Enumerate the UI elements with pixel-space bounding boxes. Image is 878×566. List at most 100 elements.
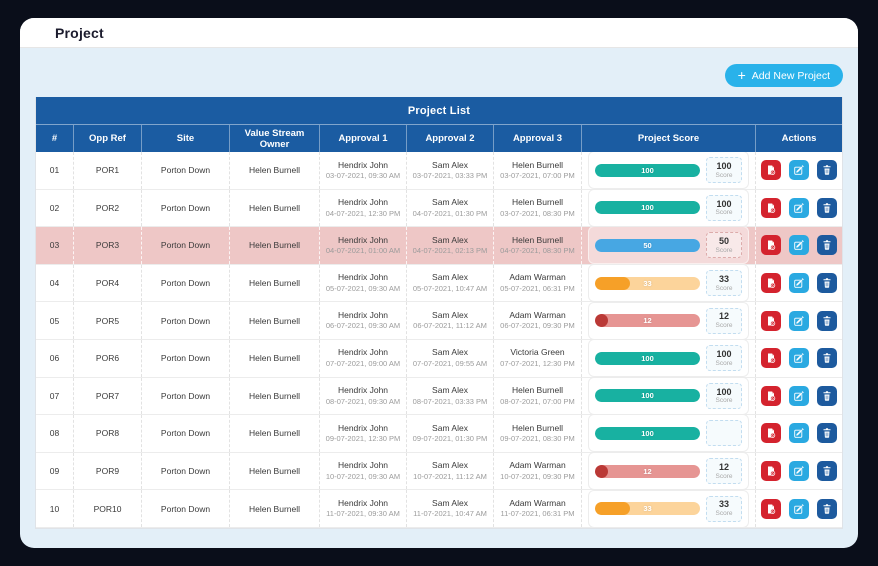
edit-button[interactable] (789, 385, 809, 406)
delete-button[interactable] (817, 273, 837, 294)
edit-button[interactable] (789, 235, 809, 256)
column-header-opp-ref: Opp Ref (73, 125, 141, 152)
delete-button[interactable] (817, 235, 837, 256)
cell-actions (755, 377, 842, 415)
pdf-export-button[interactable] (761, 235, 781, 256)
table-header-row: # Opp Ref Site Value Stream Owner Approv… (36, 124, 842, 152)
table-row[interactable]: 09 POR9 Porton Down Helen Burnell Hendri… (36, 452, 842, 491)
table-row[interactable]: 06 POR6 Porton Down Helen Burnell Hendri… (36, 339, 842, 378)
score-value: 100 (716, 161, 732, 171)
column-header-number: # (51, 133, 58, 144)
cell-project-score: 100 100 Score (581, 152, 755, 189)
score-unit-label: Score (715, 284, 733, 292)
table-row[interactable]: 08 POR8 Porton Down Helen Burnell Hendri… (36, 415, 842, 453)
delete-button[interactable] (817, 160, 837, 181)
edit-icon (794, 203, 804, 213)
add-new-project-button[interactable]: + Add New Project (724, 64, 843, 87)
edit-button[interactable] (789, 461, 809, 482)
pdf-export-button[interactable] (761, 385, 781, 406)
table-row[interactable]: 07 POR7 Porton Down Helen Burnell Hendri… (36, 377, 842, 416)
pdf-export-button[interactable] (761, 160, 781, 181)
trash-icon (823, 165, 831, 176)
approver-name: Helen Burnell (511, 422, 564, 433)
approval-date: 09-07-2021, 08:30 PM (500, 434, 575, 444)
score-box: 33 Score (706, 495, 742, 522)
pdf-export-button[interactable] (761, 498, 781, 519)
approval-date: 07-07-2021, 12:30 PM (500, 358, 575, 368)
pdf-export-button[interactable] (761, 348, 781, 369)
pdf-export-button[interactable] (761, 461, 781, 482)
score-box: 100 Score (706, 157, 742, 184)
cell-approval-3: Adam Warman 05-07-2021, 06:31 PM (493, 264, 581, 302)
score-bar-track: 100 (595, 389, 700, 403)
cell-approval-3: Helen Burnell 08-07-2021, 07:00 PM (493, 377, 581, 415)
score-bar-label: 33 (643, 504, 652, 514)
table-row[interactable]: 02 POR2 Porton Down Helen Burnell Hendri… (36, 189, 842, 228)
edit-button[interactable] (789, 498, 809, 519)
cell-opp-ref: POR10 (73, 490, 141, 527)
score-card: 50 50 Score (588, 227, 749, 264)
edit-button[interactable] (789, 197, 809, 218)
edit-icon (794, 466, 804, 476)
score-unit-label: Score (715, 472, 733, 480)
trash-icon (823, 203, 831, 213)
cell-site: Porton Down (141, 415, 229, 452)
delete-button[interactable] (817, 498, 837, 519)
approver-name: Hendrix John (337, 159, 389, 170)
approval-date: 03-07-2021, 09:30 AM (325, 170, 401, 180)
edit-button[interactable] (789, 160, 809, 181)
cell-opp-ref: POR3 (73, 227, 141, 264)
score-unit-label: Score (715, 397, 733, 405)
score-bar-track: 33 (595, 276, 700, 290)
project-table: Project List # Opp Ref Site Value Stream… (35, 97, 843, 529)
edit-button[interactable] (789, 310, 809, 331)
approver-name: Hendrix John (337, 460, 389, 471)
score-card: 12 12 Score (588, 302, 749, 339)
delete-button[interactable] (817, 310, 837, 331)
pdf-export-icon (768, 316, 776, 326)
cell-approval-2: Sam Alex 10-07-2021, 11:12 AM (406, 452, 493, 490)
approver-name: Victoria Green (510, 347, 565, 358)
score-unit-label: Score (715, 209, 733, 217)
score-bar-label: 12 (643, 466, 652, 476)
score-bar-fill (595, 502, 630, 516)
table-row[interactable]: 04 POR4 Porton Down Helen Burnell Hendri… (36, 264, 842, 303)
cell-actions (755, 227, 842, 264)
approver-name: Adam Warman (509, 497, 566, 508)
score-card: 12 12 Score (588, 452, 749, 490)
delete-button[interactable] (817, 197, 837, 218)
table-row[interactable]: 10 POR10 Porton Down Helen Burnell Hendr… (36, 490, 842, 528)
cell-opp-ref: POR1 (73, 152, 141, 189)
delete-button[interactable] (817, 385, 837, 406)
approval-date: 09-07-2021, 12:30 PM (325, 434, 401, 444)
score-value: 33 (718, 273, 729, 284)
delete-button[interactable] (817, 423, 837, 444)
pdf-export-button[interactable] (761, 423, 781, 444)
cell-value-stream-owner: Helen Burnell (229, 264, 319, 302)
table-row[interactable]: 01 POR1 Porton Down Helen Burnell Hendri… (36, 152, 842, 190)
cell-approval-3: Helen Burnell 03-07-2021, 08:30 PM (493, 189, 581, 227)
approver-name: Sam Alex (432, 159, 468, 170)
table-row[interactable]: 05 POR5 Porton Down Helen Burnell Hendri… (36, 302, 842, 340)
approver-name: Hendrix John (337, 309, 389, 320)
cell-approval-3: Helen Burnell 03-07-2021, 07:00 PM (493, 152, 581, 189)
score-bar-label: 100 (641, 165, 654, 175)
edit-button[interactable] (789, 423, 809, 444)
pdf-export-icon (768, 353, 776, 364)
cell-approval-1: Hendrix John 05-07-2021, 09:30 AM (319, 264, 406, 302)
approval-date: 09-07-2021, 01:30 PM (412, 434, 488, 444)
pdf-export-button[interactable] (761, 273, 781, 294)
table-row[interactable]: 03 POR3 Porton Down Helen Burnell Hendri… (36, 227, 842, 265)
pdf-export-button[interactable] (761, 310, 781, 331)
cell-row-number: 03 (49, 240, 60, 251)
cell-actions (755, 339, 842, 377)
trash-icon (823, 503, 831, 514)
delete-button[interactable] (817, 461, 837, 482)
pdf-export-button[interactable] (761, 197, 781, 218)
edit-button[interactable] (789, 348, 809, 369)
edit-button[interactable] (789, 273, 809, 294)
cell-approval-1: Hendrix John 10-07-2021, 09:30 AM (319, 452, 406, 490)
score-bar-track: 33 (595, 502, 700, 516)
pdf-export-icon (768, 278, 776, 288)
delete-button[interactable] (817, 348, 837, 369)
